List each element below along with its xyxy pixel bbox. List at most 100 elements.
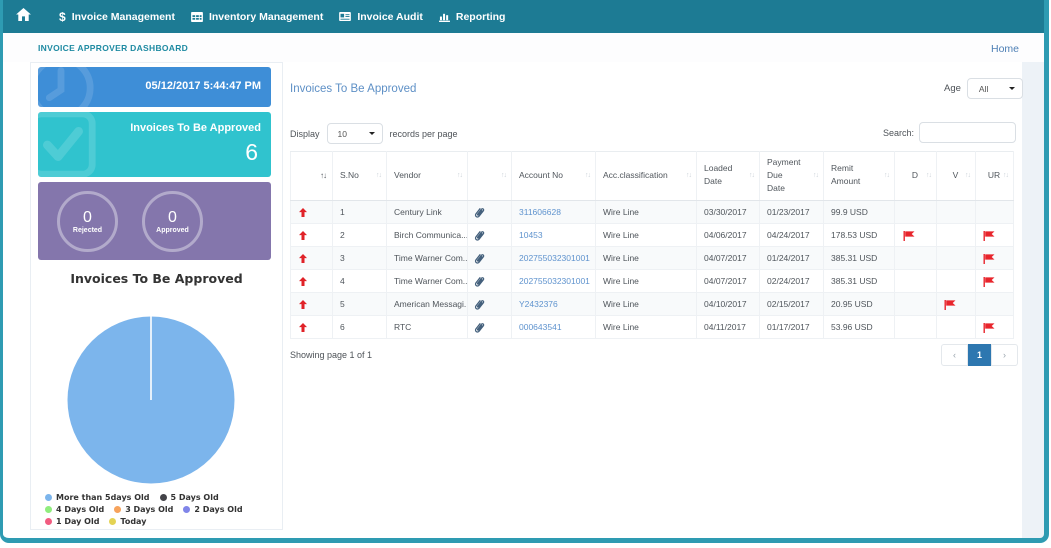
vendor-cell: Century Link — [386, 200, 468, 225]
pending-invoices-count: 6 — [245, 139, 258, 165]
nav-item-inventory-management[interactable]: Inventory Management — [183, 0, 331, 33]
classification-cell: Wire Line — [595, 269, 697, 294]
nav-item-invoice-audit[interactable]: Invoice Audit — [331, 0, 431, 33]
priority-arrow-up-icon[interactable] — [299, 300, 307, 310]
approved-label: Approved — [156, 226, 189, 234]
home-nav-button[interactable] — [0, 0, 46, 33]
account-no-link[interactable]: 202755032301001 — [519, 253, 590, 264]
d-flag-cell — [894, 315, 937, 340]
priority-arrow-up-icon[interactable] — [299, 277, 307, 287]
scrollbar-track[interactable] — [1022, 33, 1045, 538]
loaded-date-cell: 03/30/2017 — [696, 200, 760, 225]
clock-icon — [38, 67, 96, 107]
pagination-page-1-button[interactable]: 1 — [968, 344, 991, 366]
home-link[interactable]: Home — [991, 43, 1020, 55]
legend-dot-icon — [159, 493, 167, 501]
pagination-next-button[interactable]: › — [991, 344, 1018, 366]
priority-arrow-up-icon[interactable] — [299, 254, 307, 264]
bar-chart-icon — [438, 12, 450, 22]
invoices-table: ↑↓ S.No ↑↓ Vendor ↑↓ ↑↓ Account No ↑↓ Acc.classi… — [290, 150, 1014, 340]
paperclip-icon[interactable] — [471, 319, 488, 336]
column-header-s-no[interactable]: S.No ↑↓ — [332, 150, 387, 202]
column-header-loaded-date[interactable]: Loaded Date ↑↓ — [696, 150, 760, 202]
column-header-account-no[interactable]: Account No ↑↓ — [511, 150, 596, 202]
column-header-vendor[interactable]: Vendor ↑↓ — [386, 150, 468, 202]
pending-invoices-card: Invoices To Be Approved 6 — [38, 112, 271, 177]
main-panel: Invoices To Be Approved Age All Display … — [283, 62, 1023, 530]
account-no-link[interactable]: 311606628 — [519, 207, 561, 218]
priority-arrow-up-icon[interactable] — [299, 231, 307, 241]
invoice-row-6: 6 RTC 000643541 Wire Line 04/11/2017 01/17/20… — [290, 315, 1014, 340]
nav-item-reporting[interactable]: Reporting — [431, 0, 514, 33]
amount-cell: 53.96 USD — [823, 315, 895, 340]
paperclip-icon[interactable] — [471, 296, 488, 313]
account-no-link[interactable]: 000643541 — [519, 322, 562, 333]
legend-item-4-days-old[interactable]: 4 Days Old — [45, 505, 104, 514]
pie[interactable] — [67, 316, 235, 489]
column-header-ur[interactable]: UR ↑↓ — [975, 150, 1014, 202]
column-header-label: Remit Amount — [831, 163, 861, 187]
legend-item-2-days-old[interactable]: 2 Days Old — [183, 505, 243, 514]
search-input[interactable] — [919, 122, 1017, 143]
priority-cell — [290, 315, 333, 340]
attachment-cell — [467, 269, 512, 294]
rejected-approved-card: 0 Rejected 0 Approved — [38, 182, 271, 260]
legend-item-more-than-5days-old[interactable]: More than 5days Old — [45, 493, 150, 502]
legend-label: 4 Days Old — [56, 504, 105, 514]
account-no-link[interactable]: 202755032301001 — [519, 276, 590, 287]
column-header-label: Vendor — [394, 169, 421, 180]
invoice-row-2: 2 Birch Communica... 10453 Wire Line 04/06/2… — [290, 223, 1014, 248]
page-title: INVOICE APPROVER DASHBOARD — [38, 43, 189, 53]
pagination-prev-button[interactable]: ‹ — [941, 344, 968, 366]
flag-icon — [983, 322, 995, 333]
due-date-cell: 04/24/2017 — [759, 223, 824, 248]
search-label: Search: — [883, 127, 915, 138]
rejected-label: Rejected — [72, 226, 103, 234]
sno-cell: 2 — [332, 223, 387, 248]
column-header-attachment[interactable]: ↑↓ — [467, 150, 512, 202]
column-header-payment-due-date[interactable]: Payment Due Date ↑↓ — [759, 150, 824, 202]
account-no-link[interactable]: Y2432376 — [519, 299, 558, 310]
nav-item-invoice-management[interactable]: $ Invoice Management — [46, 0, 183, 33]
legend-label: 1 Day Old — [56, 516, 100, 526]
rejected-stat: 0 Rejected — [57, 190, 118, 252]
legend-item-5-days-old[interactable]: 5 Days Old — [159, 492, 219, 502]
column-header-acc-classification[interactable]: Acc.classification ↑↓ — [595, 150, 697, 202]
account-no-cell: 202755032301001 — [511, 246, 596, 271]
due-date-cell: 02/24/2017 — [759, 269, 824, 294]
sort-icon: ↑↓ — [965, 172, 971, 180]
legend-label: 5 Days Old — [170, 492, 219, 502]
legend-dot-icon — [45, 493, 52, 501]
priority-arrow-up-icon[interactable] — [299, 323, 307, 333]
vendor-cell: Time Warner Com... — [386, 246, 468, 271]
column-header-remit-amount[interactable]: Remit Amount ↑↓ — [823, 150, 895, 202]
column-header-label: Loaded Date — [704, 163, 733, 187]
column-header-v[interactable]: V ↑↓ — [936, 150, 976, 202]
paperclip-icon[interactable] — [471, 250, 488, 267]
classification-cell: Wire Line — [595, 223, 697, 248]
d-flag-cell — [894, 292, 937, 317]
sno-cell: 3 — [332, 246, 387, 271]
display-length-select[interactable]: 10 — [326, 123, 383, 144]
invoice-row-4: 4 Time Warner Com... 202755032301001 Wire L… — [290, 269, 1014, 294]
paperclip-icon[interactable] — [471, 273, 488, 290]
account-no-cell: 000643541 — [511, 315, 596, 340]
rejected-count: 0 — [83, 208, 92, 226]
paperclip-icon[interactable] — [471, 227, 488, 244]
column-header-d[interactable]: D ↑↓ — [894, 150, 937, 202]
account-no-cell: 202755032301001 — [511, 269, 596, 294]
ur-flag-cell — [975, 292, 1014, 317]
priority-arrow-up-icon[interactable] — [299, 208, 307, 218]
v-flag-cell — [936, 315, 976, 340]
legend-item-3-days-old[interactable]: 3 Days Old — [114, 505, 173, 514]
classification-cell: Wire Line — [595, 315, 697, 340]
priority-cell — [290, 246, 333, 271]
legend-item-today[interactable]: Today — [109, 517, 146, 526]
column-header-row-sort[interactable]: ↑↓ — [290, 150, 333, 202]
sort-icon: ↑↓ — [1003, 172, 1009, 180]
flag-icon — [983, 230, 995, 241]
legend-item-1-day-old[interactable]: 1 Day Old — [45, 517, 99, 526]
age-filter-select[interactable]: All — [966, 78, 1023, 99]
account-no-link[interactable]: 10453 — [519, 230, 543, 241]
paperclip-icon[interactable] — [471, 204, 488, 221]
